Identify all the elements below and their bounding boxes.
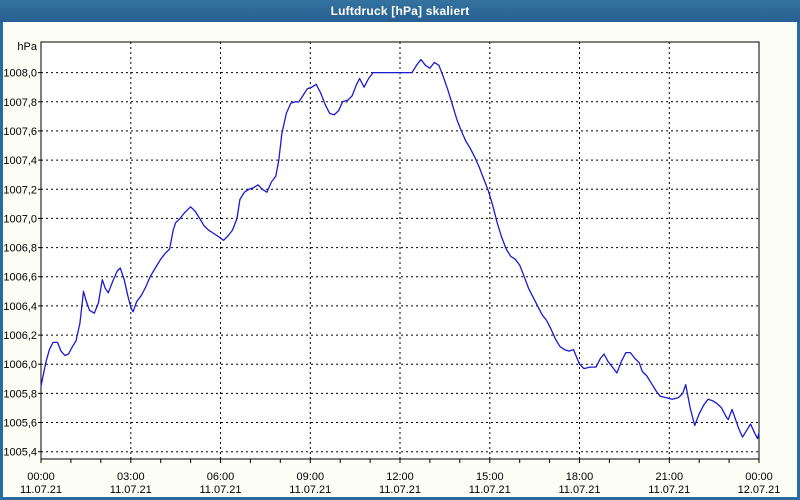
x-axis-date-label: 11.07.21	[199, 484, 241, 496]
x-axis-date-label: 11.07.21	[20, 484, 62, 496]
y-axis-label: 1005,6	[3, 418, 37, 430]
x-axis-date-label: 11.07.21	[379, 484, 421, 496]
title-bar: Luftdruck [hPa] skaliert	[0, 0, 800, 22]
x-axis-date-label: 11.07.21	[110, 484, 152, 496]
y-axis-label: 1006,0	[3, 359, 37, 371]
x-axis-time-label: 03:00	[117, 471, 145, 483]
x-axis-date-label: 11.07.21	[648, 484, 690, 496]
y-axis-label: 1007,6	[3, 126, 37, 138]
x-axis-time-label: 00:00	[27, 471, 55, 483]
pressure-series-line	[40, 58, 760, 440]
x-axis-date-label: 11.07.21	[558, 484, 600, 496]
y-axis-label: 1005,4	[3, 447, 37, 459]
x-axis-time-label: 00:00	[745, 471, 773, 483]
x-axis-time-label: 18:00	[566, 471, 594, 483]
x-axis-time-label: 21:00	[656, 471, 684, 483]
chart-title: Luftdruck [hPa] skaliert	[330, 4, 470, 18]
y-axis-unit-label: hPa	[17, 41, 37, 53]
y-axis-label: 1006,6	[3, 272, 37, 284]
x-axis-time-label: 09:00	[297, 471, 325, 483]
y-axis-label: 1006,2	[3, 330, 37, 342]
plot-frame	[40, 41, 760, 460]
x-axis-time-label: 06:00	[207, 471, 235, 483]
y-axis-label: 1005,8	[3, 388, 37, 400]
y-axis-label: 1006,8	[3, 243, 37, 255]
y-axis-label: 1007,4	[3, 155, 37, 167]
x-axis-time-label: 15:00	[476, 471, 504, 483]
plot-area	[41, 42, 759, 459]
x-axis-time-label: 12:00	[386, 471, 414, 483]
y-axis-label: 1007,0	[3, 213, 37, 225]
x-axis-date-label: 12.07.21	[738, 484, 781, 496]
y-axis-label: 1007,8	[3, 97, 37, 109]
y-axis-label: 1008,0	[3, 68, 37, 80]
y-axis-label: 1007,2	[3, 184, 37, 196]
x-axis-date-label: 11.07.21	[289, 484, 331, 496]
x-axis-date-label: 11.07.21	[469, 484, 511, 496]
y-axis-label: 1006,4	[3, 301, 37, 313]
